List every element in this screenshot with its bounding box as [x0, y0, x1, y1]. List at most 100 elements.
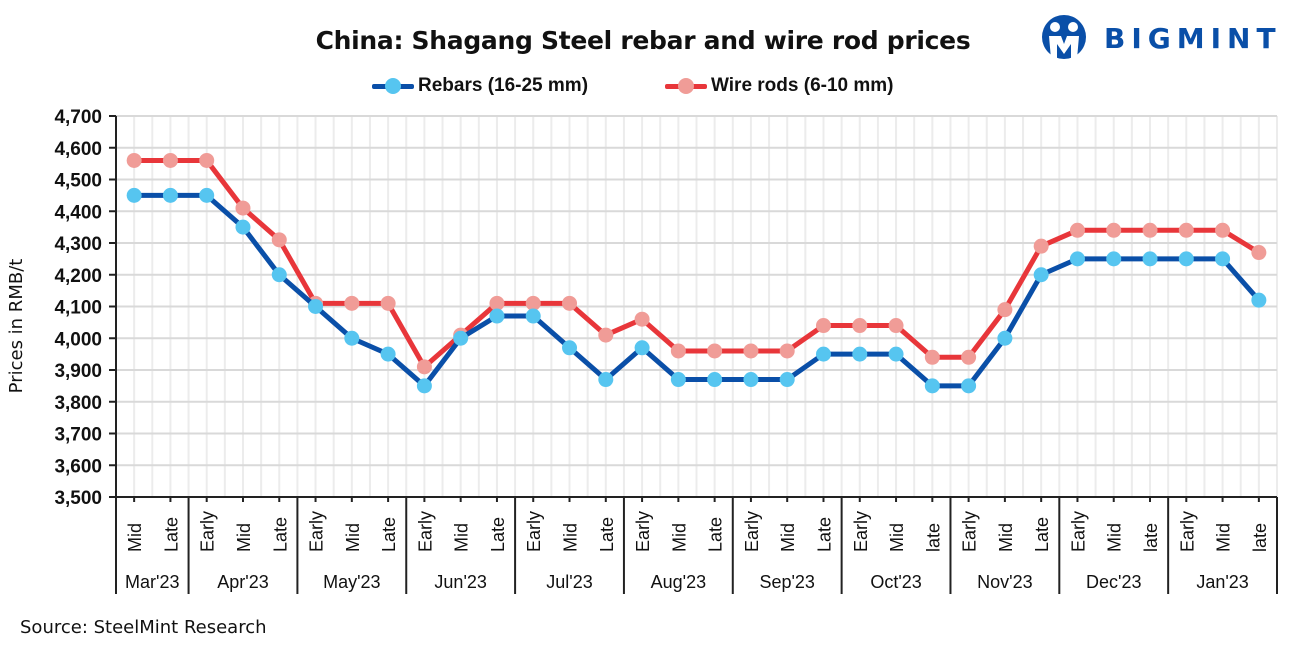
legend-item-rebars: Rebars (16-25 mm): [372, 74, 588, 98]
bigmint-logo-icon: [1042, 15, 1086, 59]
data-point: [961, 349, 977, 365]
x-tick-label: Mid: [561, 523, 581, 552]
x-group-label: Sep'23: [759, 572, 815, 592]
data-point: [199, 152, 215, 168]
data-point: [598, 372, 614, 388]
x-tick-label: Mid: [778, 523, 798, 552]
data-point: [162, 152, 178, 168]
x-tick-label: Mid: [125, 523, 145, 552]
x-tick-label: Late: [379, 517, 399, 552]
data-point: [707, 372, 723, 388]
x-group-label: Mar'23: [125, 572, 179, 592]
data-point: [707, 343, 723, 359]
y-axis-label: Prices in RMB/t: [6, 259, 27, 394]
x-tick-label: Mid: [996, 523, 1016, 552]
data-point: [888, 318, 904, 334]
x-tick-label: Mid: [452, 523, 472, 552]
x-tick-label: Late: [270, 517, 290, 552]
y-tick-label: 4,000: [54, 329, 102, 350]
x-group-label: Nov'23: [977, 572, 1032, 592]
x-tick-label: Early: [307, 511, 327, 552]
chart-title: China: Shagang Steel rebar and wire rod …: [315, 26, 971, 55]
data-point: [1215, 222, 1231, 238]
x-tick-label: Late: [161, 517, 181, 552]
x-tick-label: Early: [1177, 511, 1197, 552]
data-point: [852, 346, 868, 362]
x-tick-label: Late: [597, 517, 617, 552]
data-point: [997, 330, 1013, 346]
data-point: [162, 187, 178, 203]
data-point: [344, 295, 360, 311]
x-group-label: May'23: [323, 572, 380, 592]
data-point: [126, 187, 142, 203]
data-point: [489, 308, 505, 324]
legend-swatch-wire-rods: [665, 76, 707, 96]
x-tick-label: late: [923, 523, 943, 552]
y-tick-label: 4,500: [54, 171, 102, 192]
legend-label-wire-rods: Wire rods (6-10 mm): [711, 75, 894, 96]
x-tick-label: Late: [706, 517, 726, 552]
x-group-label: Jun'23: [434, 572, 486, 592]
data-point: [1033, 267, 1049, 283]
data-point: [235, 219, 251, 235]
data-point: [779, 343, 795, 359]
y-axis-ticks: 3,500 3,600 3,700 3,800 3,900 4,000 4,100 4,200…: [54, 107, 116, 509]
series-lines: [126, 152, 1267, 394]
legend-swatch-rebars: [372, 76, 414, 96]
data-point: [235, 200, 251, 216]
y-tick-label: 4,300: [54, 234, 102, 255]
y-tick-label: 4,200: [54, 266, 102, 287]
data-point: [852, 318, 868, 334]
x-tick-label: Mid: [343, 523, 363, 552]
x-tick-label: Mid: [1105, 523, 1125, 552]
x-tick-label: Early: [742, 511, 762, 552]
data-point: [888, 346, 904, 362]
data-point: [380, 346, 396, 362]
x-tick-label: Early: [960, 511, 980, 552]
x-tick-label: Late: [1032, 517, 1052, 552]
data-point: [1142, 251, 1158, 267]
data-point: [1251, 245, 1267, 261]
data-point: [416, 378, 432, 394]
x-group-label: Dec'23: [1086, 572, 1141, 592]
x-tick-label: late: [1141, 523, 1161, 552]
y-tick-label: 3,900: [54, 361, 102, 382]
data-point: [598, 327, 614, 343]
x-tick-label: Mid: [887, 523, 907, 552]
data-point: [126, 152, 142, 168]
data-point: [743, 372, 759, 388]
y-tick-label: 3,600: [54, 456, 102, 477]
data-point: [924, 378, 940, 394]
x-group-label: Aug'23: [651, 572, 707, 592]
x-group-label: Jan'23: [1196, 572, 1248, 592]
bigmint-logo: BIGMINT: [1040, 14, 1290, 60]
y-tick-label: 4,700: [54, 107, 102, 128]
data-point: [924, 349, 940, 365]
x-tick-label: Early: [524, 511, 544, 552]
data-point: [453, 330, 469, 346]
data-point: [634, 340, 650, 356]
source-note: Source: SteelMint Research: [20, 617, 267, 638]
x-tick-label: Early: [1068, 511, 1088, 552]
y-tick-label: 3,800: [54, 393, 102, 414]
data-point: [199, 187, 215, 203]
data-point: [670, 343, 686, 359]
data-point: [815, 346, 831, 362]
legend-item-wire-rods: Wire rods (6-10 mm): [665, 74, 894, 98]
data-point: [525, 308, 541, 324]
gridlines: [115, 115, 1278, 498]
data-point: [1069, 222, 1085, 238]
data-point: [815, 318, 831, 334]
data-point: [1106, 251, 1122, 267]
data-point: [961, 378, 977, 394]
data-point: [308, 299, 324, 314]
data-point: [670, 372, 686, 388]
data-point: [525, 295, 541, 311]
data-point: [344, 330, 360, 346]
x-group-label: Oct'23: [870, 572, 921, 592]
data-point: [634, 311, 650, 327]
data-point: [380, 295, 396, 311]
x-tick-label: Early: [415, 511, 435, 552]
x-tick-label: Late: [488, 517, 508, 552]
